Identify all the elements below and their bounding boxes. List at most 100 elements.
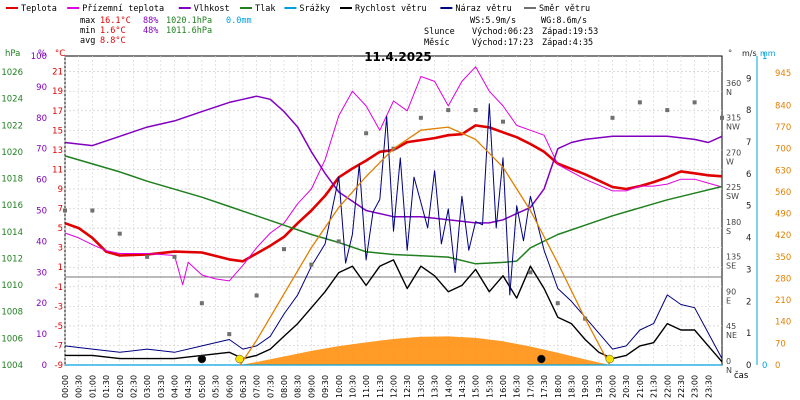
wind-dir-point xyxy=(254,293,259,298)
x-tick-label: 05:30 xyxy=(212,375,221,398)
temp-axis-tick-label: -1 xyxy=(55,283,63,293)
rad-tick-label: 140 xyxy=(775,318,791,328)
hpa-axis-tick-label: 1014 xyxy=(1,228,23,238)
wind-dir-point xyxy=(446,108,451,113)
x-tick-label: 11:00 xyxy=(362,375,371,398)
dir-compass-label: SE xyxy=(726,262,736,271)
x-tick-label: 01:30 xyxy=(102,375,111,398)
x-tick-label: 08:00 xyxy=(280,375,289,398)
series-line-tlak xyxy=(64,155,723,265)
dir-compass-label: N xyxy=(726,366,732,375)
x-tick-label: 21:30 xyxy=(650,375,659,398)
pct-axis-tick-label: 10 xyxy=(36,330,47,340)
x-tick-label: 17:30 xyxy=(540,375,549,398)
x-tick-label: 22:30 xyxy=(677,375,686,398)
stat-temp: 16.1°C xyxy=(100,16,131,26)
x-tick-label: 21:00 xyxy=(636,375,645,398)
wind-tick-label: 7 xyxy=(746,138,751,148)
dir-tick-label: 135 xyxy=(726,253,741,262)
dir-compass-label: W xyxy=(726,157,734,166)
wind-dir-point xyxy=(336,239,341,244)
x-tick-label: 14:30 xyxy=(458,375,467,398)
stat-temp: 1.6°C xyxy=(100,26,126,36)
wind-dir-point xyxy=(528,270,533,275)
wind-dir-point xyxy=(720,115,724,120)
x-tick-label: 10:30 xyxy=(348,375,357,398)
wind-tick-label: 0 xyxy=(746,361,751,371)
x-tick-label: 13:00 xyxy=(417,375,426,398)
x-tick-label: 18:30 xyxy=(567,375,576,398)
dir-tick-label: 315 xyxy=(726,114,741,123)
rad-tick-label: 70 xyxy=(775,339,786,349)
wind-dir-point xyxy=(145,254,150,259)
pct-axis-tick-label: 20 xyxy=(36,299,47,309)
stat-label: min xyxy=(80,26,95,36)
info-moon-label: Měsíc xyxy=(424,38,450,48)
plot-frame xyxy=(64,55,723,366)
x-tick-label: 23:30 xyxy=(704,375,713,398)
wind-dir-point xyxy=(199,301,204,306)
wind-dir-point xyxy=(692,100,697,105)
x-tick-label: 00:00 xyxy=(61,375,70,398)
hpa-axis-tick-label: 1022 xyxy=(1,121,23,131)
legend-label: Tlak xyxy=(255,4,275,14)
wind-tick-label: 9 xyxy=(746,74,751,84)
x-tick-label: 20:30 xyxy=(622,375,631,398)
wind-dir-point xyxy=(555,301,560,306)
wind-dir-point xyxy=(364,131,369,136)
stat-press: 1011.6hPa xyxy=(166,26,212,36)
hpa-axis-tick-label: 1004 xyxy=(1,361,23,371)
pct-axis-tick-label: 80 xyxy=(36,114,47,124)
x-tick-label: 07:00 xyxy=(253,375,262,398)
dir-tick-label: 90 xyxy=(726,287,736,296)
x-tick-label: 18:00 xyxy=(554,375,563,398)
wind-tick-label: 2 xyxy=(746,297,751,307)
x-tick-label: 09:30 xyxy=(321,375,330,398)
legend-label: Srážky xyxy=(299,4,330,14)
wind-dir-point xyxy=(501,119,505,124)
legend-label: Náraz větru xyxy=(455,4,511,14)
series-line-teplota xyxy=(64,124,723,263)
rad-tick-label: 210 xyxy=(775,296,791,306)
temp-axis-tick-label: 19 xyxy=(52,87,63,97)
dir-compass-label: E xyxy=(726,296,731,305)
x-tick-label: 17:00 xyxy=(526,375,535,398)
legend-label: Teplota xyxy=(21,4,57,14)
dir-compass-label: NW xyxy=(726,123,740,132)
rad-tick-label: 490 xyxy=(775,210,791,220)
rad-tick-label: 840 xyxy=(775,101,791,111)
x-axis-label: čas xyxy=(734,370,749,381)
hpa-unit: hPa xyxy=(5,49,20,59)
x-tick-label: 20:00 xyxy=(609,375,618,398)
hpa-axis-tick-label: 1026 xyxy=(1,68,23,78)
hpa-axis-tick-label: 1012 xyxy=(1,254,23,264)
x-tick-label: 12:30 xyxy=(403,375,412,398)
x-tick-label: 15:30 xyxy=(485,375,494,398)
x-tick-label: 02:30 xyxy=(129,375,138,398)
temp-axis-tick-label: 13 xyxy=(52,146,63,156)
x-tick-label: 03:00 xyxy=(143,375,152,398)
wind-dir-point xyxy=(473,108,478,113)
info-moonset: Západ:4:35 xyxy=(542,38,593,48)
x-tick-label: 07:30 xyxy=(266,375,275,398)
legend-label: Rychlost větru xyxy=(355,4,427,14)
pct-axis-tick-label: 100 xyxy=(31,52,47,62)
rad-tick-label: 700 xyxy=(775,145,791,155)
x-tick-label: 06:00 xyxy=(225,375,234,398)
rad-tick-label: 560 xyxy=(775,188,791,198)
temp-axis-tick-label: 9 xyxy=(58,185,63,195)
series-line-prizemni-teplota xyxy=(64,66,723,286)
temp-axis-tick-label: 3 xyxy=(58,244,63,254)
sun-moon-marker xyxy=(197,354,207,364)
stat-hum: 48% xyxy=(143,26,158,36)
stat-rain: 0.0mm xyxy=(226,16,252,26)
dir-tick-label: 270 xyxy=(726,148,741,157)
x-tick-label: 08:30 xyxy=(294,375,303,398)
wind-dir-point xyxy=(637,100,642,105)
temp-axis-tick-label: 21 xyxy=(52,68,63,78)
temp-axis-tick-label: 7 xyxy=(58,205,63,215)
x-tick-label: 13:30 xyxy=(431,375,440,398)
temp-axis-tick-label: 5 xyxy=(58,224,63,234)
wind-dir-point xyxy=(63,208,67,213)
